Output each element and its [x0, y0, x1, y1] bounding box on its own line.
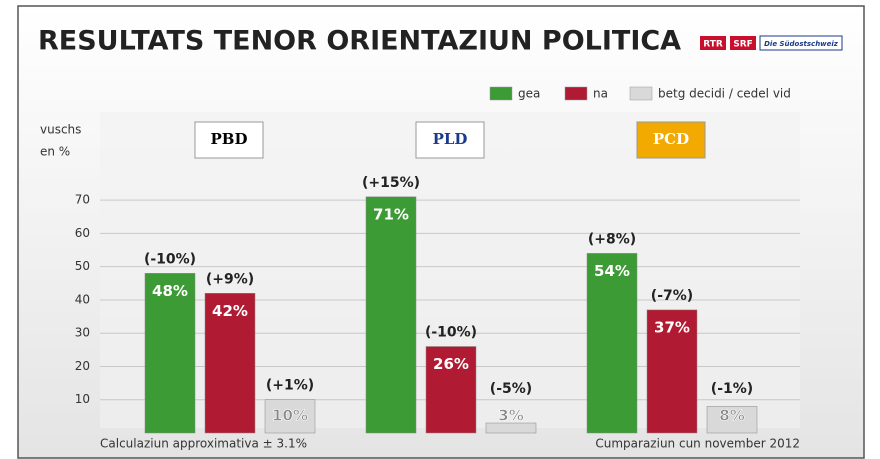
bar — [706, 406, 758, 434]
footnote: Cumparaziun cun november 2012 — [595, 437, 800, 451]
legend-swatch — [489, 86, 513, 101]
bar — [365, 196, 417, 434]
value-label: 26% — [433, 355, 469, 373]
change-label: (+8%) — [588, 231, 636, 247]
value-label: 54% — [594, 262, 630, 280]
legend-label: na — [593, 87, 608, 101]
bar — [264, 399, 316, 434]
bar — [425, 346, 477, 434]
value-label: 48% — [152, 282, 188, 300]
brand: RTR — [703, 40, 723, 50]
footnote: Calculaziun approximativa ± 3.1% — [100, 437, 307, 451]
change-label: (-1%) — [711, 381, 753, 397]
y-tick-label: 70 — [75, 193, 90, 207]
change-label: (-10%) — [144, 251, 196, 267]
bar — [586, 253, 638, 434]
change-label: (+1%) — [266, 378, 314, 394]
change-label: (-5%) — [490, 381, 532, 397]
party-logo — [194, 121, 264, 159]
value-label: 3% — [498, 407, 523, 425]
chart-title: RESULTATS TENOR ORIENTAZIUN POLITICA — [38, 26, 681, 57]
value-label: 37% — [654, 318, 690, 336]
brand: SRF — [733, 40, 753, 50]
value-label: 42% — [212, 302, 248, 320]
party-logo — [415, 121, 485, 159]
bar — [204, 293, 256, 434]
y-tick-label: 20 — [75, 359, 90, 373]
change-label: (-10%) — [425, 325, 477, 341]
value-label: 8% — [719, 407, 744, 425]
brand-box — [730, 36, 756, 50]
party-name: PLD — [433, 130, 468, 148]
party-name: PBD — [211, 130, 248, 148]
brand: Die Südostschweiz — [764, 40, 839, 48]
bar — [646, 309, 698, 434]
party-name: PCD — [653, 130, 689, 148]
y-tick-label: 50 — [75, 259, 90, 273]
legend-label: gea — [518, 87, 540, 101]
legend-label: betg decidi / cedel vid — [658, 87, 791, 101]
bar — [485, 422, 537, 434]
legend-swatch — [629, 86, 653, 101]
change-label: (-7%) — [651, 288, 693, 304]
brand-box — [700, 36, 726, 50]
y-label: en % — [40, 145, 70, 159]
y-label: vuschs — [40, 123, 81, 137]
legend-swatch — [564, 86, 588, 101]
brand-box — [759, 35, 843, 51]
y-tick-label: 30 — [75, 326, 90, 340]
value-label: 10% — [272, 407, 308, 425]
change-label: (+15%) — [362, 175, 420, 191]
y-tick-label: 60 — [75, 226, 90, 240]
y-tick-label: 10 — [75, 392, 90, 406]
value-label: 71% — [373, 205, 409, 223]
y-tick-label: 40 — [75, 292, 90, 306]
change-label: (+9%) — [206, 271, 254, 287]
party-logo — [636, 121, 706, 159]
bar — [144, 273, 196, 434]
